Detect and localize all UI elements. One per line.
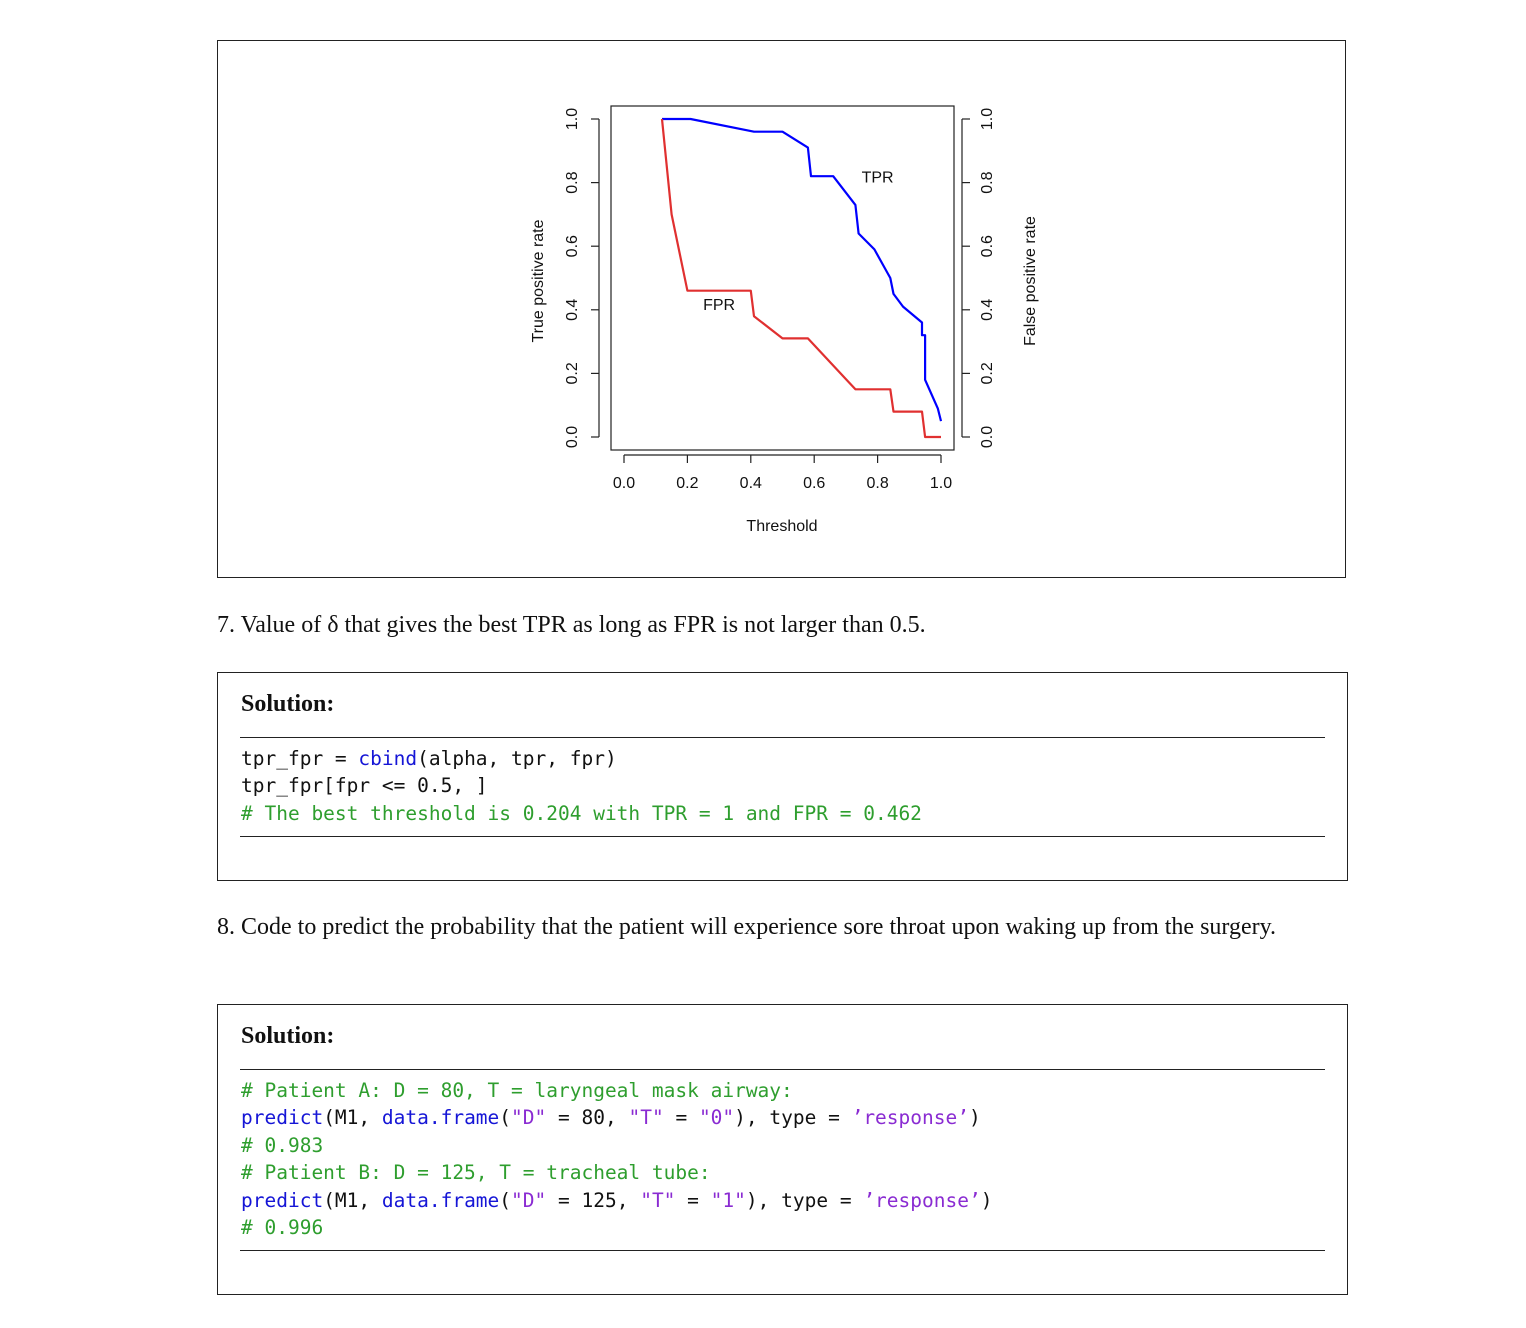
code-token: ( <box>499 1188 512 1212</box>
code-token: # Patient A: D = 80, T = laryngeal mask … <box>241 1079 793 1102</box>
annotation-tpr: TPR <box>862 170 894 187</box>
y-tick-label-right: 0.4 <box>979 299 996 321</box>
code-token: ( <box>499 1106 512 1130</box>
code-token: "D" <box>511 1106 547 1130</box>
y-tick-label-left: 0.4 <box>564 299 581 321</box>
code-token: (alpha, tpr, fpr) <box>417 747 617 770</box>
question-8: 8. Code to predict the probability that … <box>217 914 1277 940</box>
tpr-fpr-threshold-chart: 0.0 0.2 0.4 0.6 0.8 1.0 0.0 0.0 0.2 0.2 0.4 0.4 0.6 0… <box>530 105 1039 535</box>
code-token: ) <box>980 1188 993 1212</box>
code-token: tpr_fpr = <box>241 747 359 770</box>
code-token: predict <box>241 1106 324 1130</box>
code-token: cbind <box>358 747 418 770</box>
x-tick-label: 1.0 <box>930 475 952 492</box>
y-tick-label-right: 0.2 <box>979 362 996 384</box>
y-tick-label-left: 0.2 <box>564 362 581 384</box>
code-token: = <box>675 1188 711 1212</box>
fpr-series-line <box>660 118 941 439</box>
y-tick-label-left: 1.0 <box>564 108 581 130</box>
y-axis-label-left: True positive rate <box>530 219 547 342</box>
solution-8-box: Solution: # Patient A: D = 80, T = laryn… <box>217 1004 1348 1295</box>
solution-7-rule-bottom <box>240 836 1325 837</box>
solution-7-title: Solution: <box>241 691 335 717</box>
y-tick-label-left: 0.6 <box>564 235 581 257</box>
code-line: # 0.996 <box>241 1214 992 1241</box>
solution-7-code: tpr_fpr = cbind(alpha, tpr, fpr) tpr_fpr[… <box>241 745 922 827</box>
y-tick-label-right: 0.6 <box>979 235 996 257</box>
code-token: "0" <box>698 1106 735 1130</box>
code-token: "D" <box>511 1188 547 1212</box>
code-line: # 0.983 <box>241 1132 992 1159</box>
solution-8-rule-top <box>240 1069 1325 1070</box>
solution-8-title: Solution: <box>241 1023 335 1049</box>
x-tick-label: 0.2 <box>676 475 698 492</box>
tpr-series-line <box>662 117 943 422</box>
code-token: # The best threshold is 0.204 with TPR =… <box>241 801 922 825</box>
code-token: # Patient B: D = 125, T = tracheal tube: <box>241 1161 711 1185</box>
code-token: (M1, <box>323 1106 382 1130</box>
x-tick-label: 0.4 <box>740 475 762 492</box>
x-axis-label: Threshold <box>746 518 817 535</box>
plot-area <box>610 105 955 451</box>
code-token: predict <box>241 1188 324 1212</box>
solution-8-rule-bottom <box>240 1250 1325 1251</box>
code-token: "1" <box>710 1188 746 1212</box>
code-token: # 0.983 <box>241 1133 324 1157</box>
code-line: predict(M1, data.frame("D" = 125, "T" = … <box>241 1187 992 1214</box>
code-token: "T" <box>640 1188 676 1212</box>
code-token: (M1, <box>323 1188 382 1212</box>
code-token: = <box>663 1106 699 1130</box>
code-token: ), type = <box>734 1106 852 1130</box>
question-7: 7. Value of δ that gives the best TPR as… <box>217 612 926 638</box>
code-token: "T" <box>628 1106 664 1130</box>
y-tick-label-right: 0.0 <box>979 426 996 448</box>
code-token: tpr_fpr[fpr <= 0.5, ] <box>241 774 488 798</box>
solution-7-rule-top <box>240 737 1325 738</box>
code-token: = 125, <box>546 1188 641 1212</box>
figure-frame: 0.0 0.2 0.4 0.6 0.8 1.0 0.0 0.0 0.2 0.2 0.4 0.4 0.6 0… <box>217 40 1346 578</box>
x-tick-label: 0.8 <box>866 475 888 492</box>
annotation-fpr: FPR <box>703 297 735 314</box>
code-token: # 0.996 <box>241 1215 324 1239</box>
code-line: # Patient B: D = 125, T = tracheal tube: <box>241 1159 992 1186</box>
y-tick-label-right: 1.0 <box>979 108 996 130</box>
code-token: ’response’ <box>851 1106 969 1130</box>
code-line: tpr_fpr[fpr <= 0.5, ] <box>241 772 922 799</box>
x-tick-label: 0.6 <box>803 475 825 492</box>
code-token: ), type = <box>745 1188 864 1212</box>
code-token: ’response’ <box>863 1188 981 1212</box>
code-line: # The best threshold is 0.204 with TPR =… <box>241 800 922 827</box>
code-token: ) <box>968 1106 981 1130</box>
code-line: predict(M1, data.frame("D" = 80, "T" = "… <box>241 1104 992 1131</box>
y-tick-label-left: 0.0 <box>564 426 581 448</box>
y-tick-label-right: 0.8 <box>979 171 996 193</box>
code-token: data.frame <box>381 1188 500 1212</box>
code-token: = 80, <box>546 1106 629 1130</box>
y-axis-label-right: False positive rate <box>1022 216 1039 346</box>
y-tick-label-left: 0.8 <box>564 171 581 193</box>
code-line: tpr_fpr = cbind(alpha, tpr, fpr) <box>241 745 922 772</box>
code-token: data.frame <box>381 1106 500 1130</box>
code-line: # Patient A: D = 80, T = laryngeal mask … <box>241 1077 992 1104</box>
solution-7-box: Solution: tpr_fpr = cbind(alpha, tpr, fp… <box>217 672 1348 881</box>
solution-8-code: # Patient A: D = 80, T = laryngeal mask … <box>241 1077 992 1241</box>
x-tick-label: 0.0 <box>613 475 635 492</box>
